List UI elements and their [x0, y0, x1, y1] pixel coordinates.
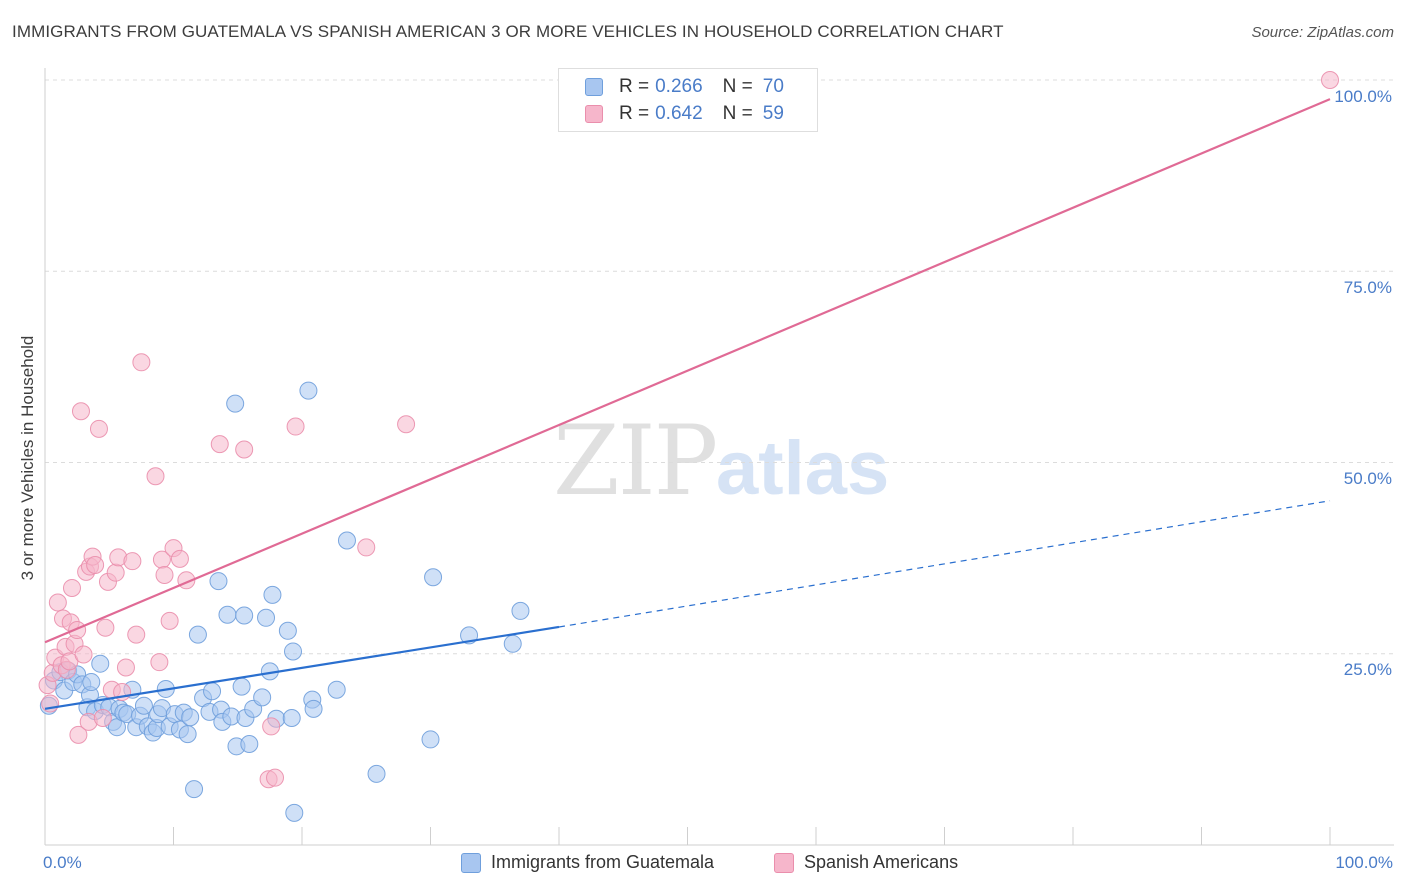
point-guatemala-51 [240, 735, 259, 754]
point-guatemala-59 [282, 709, 301, 728]
legend-swatch-pink [585, 105, 603, 123]
legend-r-label: R = [619, 76, 650, 97]
legend-r-value: 0.642 [655, 103, 703, 124]
point-spanish-37 [155, 565, 174, 584]
legend-row-guatemala: R = 0.266 N = 70 [585, 75, 784, 99]
trend-line-spanish [44, 98, 1331, 644]
legend-swatch-blue [585, 78, 603, 96]
point-spanish-31 [123, 552, 142, 571]
point-guatemala-62 [299, 381, 318, 400]
point-guatemala-35 [181, 708, 200, 727]
legend-n-label: N = [722, 76, 753, 97]
legend-n-value: 70 [762, 76, 784, 97]
point-spanish-32 [127, 625, 146, 644]
point-guatemala-64 [304, 699, 323, 718]
point-spanish-50 [1321, 71, 1339, 89]
point-guatemala-46 [226, 394, 245, 413]
point-spanish-21 [86, 556, 105, 575]
point-spanish-1 [41, 694, 60, 713]
point-guatemala-71 [503, 634, 522, 653]
point-guatemala-37 [188, 625, 207, 644]
legend-row-spanish: R = 0.642 N = 59 [585, 102, 784, 126]
point-guatemala-49 [235, 606, 254, 625]
bottom-legend-swatch-blue [461, 852, 481, 873]
point-guatemala-53 [253, 688, 272, 707]
bottom-legend-label-guatemala: Immigrants from Guatemala [491, 852, 715, 872]
point-spanish-24 [96, 618, 115, 637]
point-spanish-40 [170, 549, 189, 568]
y-tick-label-25: 25.0% [1343, 660, 1392, 679]
point-guatemala-10 [82, 673, 101, 692]
x-tick-label-0: 0.0% [43, 853, 82, 872]
point-spanish-34 [146, 467, 165, 486]
point-spanish-11 [62, 578, 81, 597]
trend-line-guatemala [44, 625, 560, 710]
point-guatemala-54 [257, 608, 276, 627]
legend-n-label: N = [722, 103, 753, 124]
point-guatemala-41 [209, 572, 228, 591]
point-guatemala-40 [203, 682, 222, 701]
y-tick-label-50: 50.0% [1343, 469, 1392, 488]
point-spanish-14 [69, 725, 88, 744]
point-spanish-44 [262, 717, 281, 736]
point-guatemala-34 [178, 725, 197, 744]
bottom-legend-swatch-pink [774, 852, 794, 873]
point-spanish-4 [48, 593, 67, 612]
point-spanish-33 [132, 353, 151, 372]
point-spanish-47 [286, 417, 305, 436]
point-guatemala-65 [327, 680, 346, 699]
point-guatemala-72 [511, 601, 530, 620]
point-spanish-48 [357, 538, 376, 557]
point-guatemala-69 [424, 568, 443, 587]
point-spanish-49 [397, 415, 416, 434]
point-spanish-22 [89, 419, 108, 438]
trend-line-guatemala-projection [558, 500, 1331, 628]
point-guatemala-68 [421, 730, 440, 749]
point-guatemala-66 [337, 531, 356, 550]
source-label: Source: ZipAtlas.com [1251, 24, 1394, 41]
legend-n-value: 59 [762, 103, 784, 124]
x-tick-label-100: 100.0% [1335, 853, 1393, 872]
point-spanish-43 [235, 440, 254, 459]
watermark-zip: ZIP [553, 405, 718, 517]
point-spanish-46 [266, 768, 285, 787]
point-guatemala-12 [91, 654, 110, 673]
point-spanish-38 [160, 611, 179, 630]
y-tick-label-75: 75.0% [1343, 278, 1392, 297]
point-guatemala-36 [185, 780, 204, 799]
point-spanish-27 [106, 563, 125, 582]
point-guatemala-61 [285, 803, 304, 822]
point-guatemala-44 [218, 605, 237, 624]
point-guatemala-23 [134, 696, 153, 715]
point-spanish-16 [74, 645, 93, 664]
bottom-legend-label-spanish: Spanish Americans [804, 852, 959, 872]
legend-r-value: 0.266 [655, 76, 703, 97]
y-tick-label-100: 100.0% [1334, 87, 1392, 106]
point-spanish-30 [116, 658, 135, 677]
correlation-legend: R = 0.266 N = 70 R = 0.642 N = 59 [558, 68, 818, 132]
bottom-legend-spanish: Spanish Americans [774, 852, 958, 873]
point-spanish-15 [71, 402, 90, 421]
point-spanish-35 [150, 653, 169, 672]
watermark-atlas: atlas [716, 426, 890, 511]
bottom-legend-guatemala: Immigrants from Guatemala [461, 852, 714, 873]
point-spanish-42 [210, 435, 229, 454]
legend-r-label: R = [619, 103, 650, 124]
point-guatemala-58 [278, 621, 297, 640]
point-guatemala-56 [263, 585, 282, 604]
point-guatemala-48 [232, 677, 251, 696]
chart-title: IMMIGRANTS FROM GUATEMALA VS SPANISH AME… [12, 22, 1004, 41]
point-guatemala-67 [367, 764, 386, 783]
point-spanish-23 [93, 709, 112, 728]
point-guatemala-60 [284, 642, 303, 661]
